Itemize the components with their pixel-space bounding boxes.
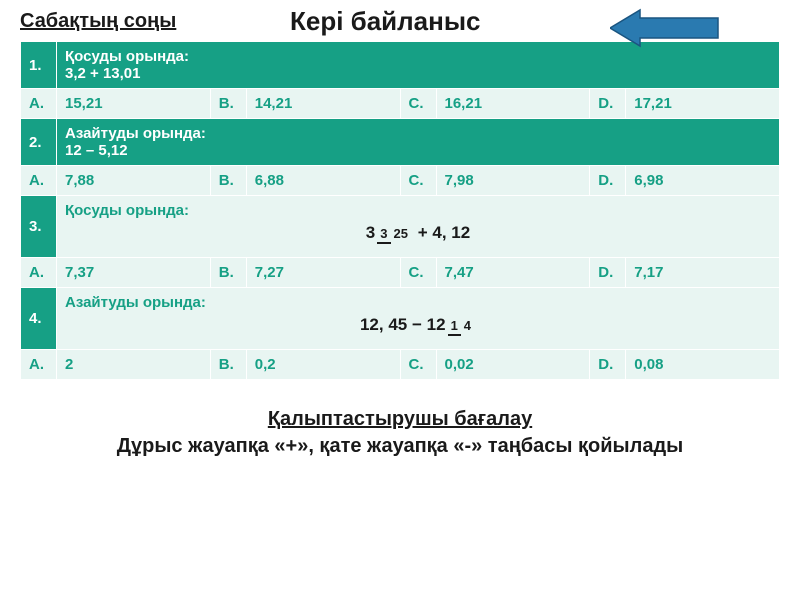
opt-val: 16,21 xyxy=(436,89,590,119)
opt-letter: D. xyxy=(590,258,626,288)
q-text: Азайтуды орында: 12 – 5,12 xyxy=(57,119,780,166)
opt-val: 0,08 xyxy=(626,350,780,380)
q-num: 1. xyxy=(21,42,57,89)
opt-val: 7,98 xyxy=(436,166,590,196)
math-whole: 3 xyxy=(366,223,375,242)
opt-letter: B. xyxy=(210,89,246,119)
opt-val: 14,21 xyxy=(246,89,400,119)
opt-letter: B. xyxy=(210,166,246,196)
opt-val: 7,27 xyxy=(246,258,400,288)
lesson-end-title: Сабақтың соңы xyxy=(20,10,176,33)
opt-val: 7,88 xyxy=(57,166,211,196)
opt-letter: D. xyxy=(590,166,626,196)
q-num: 4. xyxy=(21,288,57,350)
q-sub: 12 – 5,12 xyxy=(65,142,128,159)
math-left: 12, 45 xyxy=(360,315,407,334)
opt-val: 7,37 xyxy=(57,258,211,288)
q-text: Азайтуды орында: 12, 45 − 1214 xyxy=(57,288,780,350)
opt-val: 0,02 xyxy=(436,350,590,380)
opt-val: 7,17 xyxy=(626,258,780,288)
quiz-table: 1. Қосуды орында: 3,2 + 13,01 A. 15,21 B… xyxy=(20,41,780,380)
opt-val: 6,88 xyxy=(246,166,400,196)
opt-letter: D. xyxy=(590,350,626,380)
opt-val: 0,2 xyxy=(246,350,400,380)
footer-title: Қалыптастырушы бағалау xyxy=(20,408,780,431)
opt-val: 15,21 xyxy=(57,89,211,119)
q-label: Азайтуды орында: xyxy=(65,125,206,142)
opt-letter: A. xyxy=(21,350,57,380)
opt-letter: C. xyxy=(400,350,436,380)
math-op: + xyxy=(418,223,428,242)
opt-val: 6,98 xyxy=(626,166,780,196)
opt-val: 7,47 xyxy=(436,258,590,288)
math-right: 4, 12 xyxy=(432,223,470,242)
opt-letter: C. xyxy=(400,258,436,288)
opt-letter: B. xyxy=(210,350,246,380)
opt-val: 2 xyxy=(57,350,211,380)
q-sub: 3,2 + 13,01 xyxy=(65,65,140,82)
opt-letter: C. xyxy=(400,166,436,196)
footer-text: Дұрыс жауапқа «+», қате жауапқа «-» таңб… xyxy=(20,435,780,458)
opt-letter: A. xyxy=(21,166,57,196)
opt-letter: C. xyxy=(400,89,436,119)
opt-letter: D. xyxy=(590,89,626,119)
q-label: Қосуды орында: xyxy=(65,48,189,65)
math-whole: 12 xyxy=(427,315,446,334)
frac-num: 1 xyxy=(448,318,461,336)
math-expression: 3325 + 4, 12 xyxy=(65,219,771,251)
arrow-left-icon xyxy=(610,8,720,53)
opt-letter: B. xyxy=(210,258,246,288)
footer: Қалыптастырушы бағалау Дұрыс жауапқа «+»… xyxy=(20,408,780,458)
opt-letter: A. xyxy=(21,89,57,119)
opt-val: 17,21 xyxy=(626,89,780,119)
q-label: Қосуды орында: xyxy=(65,202,189,219)
q-num: 3. xyxy=(21,196,57,258)
feedback-title: Кері байланыс xyxy=(290,6,481,37)
q-text: Қосуды орында: 3325 + 4, 12 xyxy=(57,196,780,258)
opt-letter: A. xyxy=(21,258,57,288)
frac-den: 4 xyxy=(461,317,474,333)
q-label: Азайтуды орында: xyxy=(65,294,206,311)
q-num: 2. xyxy=(21,119,57,166)
header: Сабақтың соңы Кері байланыс xyxy=(20,10,780,33)
frac-den: 25 xyxy=(391,225,411,241)
math-expression: 12, 45 − 1214 xyxy=(65,311,771,343)
frac-num: 3 xyxy=(377,226,390,244)
math-op: − xyxy=(412,315,422,334)
